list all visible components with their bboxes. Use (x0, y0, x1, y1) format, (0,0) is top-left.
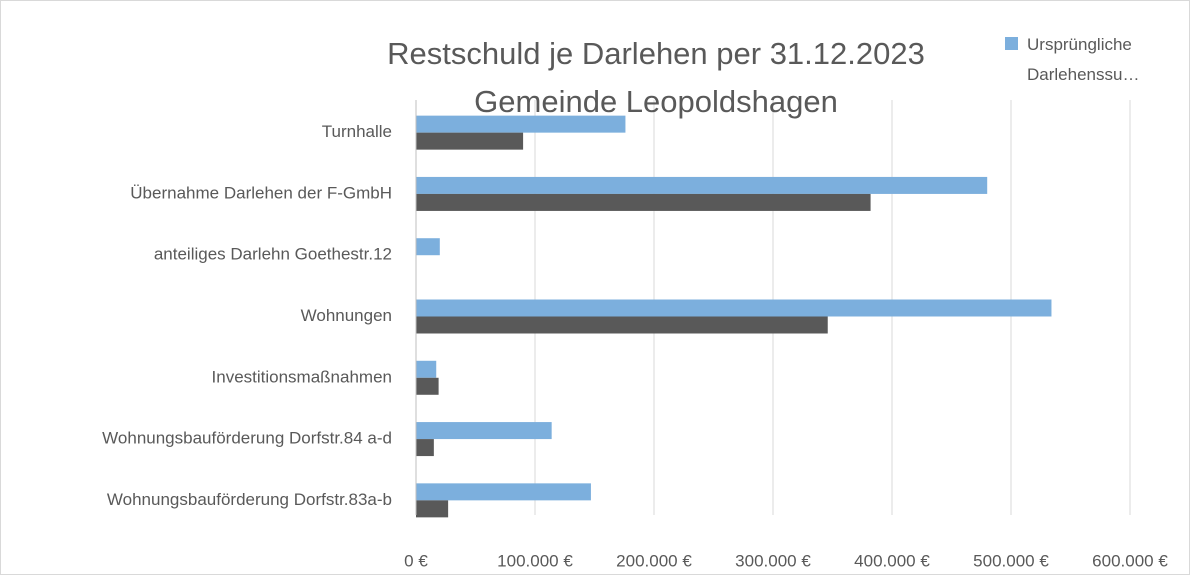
x-tick-label: 300.000 € (735, 551, 811, 570)
bar (416, 238, 440, 256)
chart-title: Restschuld je Darlehen per 31.12.2023 Ge… (387, 36, 925, 119)
legend-swatch (1005, 37, 1018, 50)
bar (416, 299, 1052, 317)
bar (416, 360, 437, 378)
legend-label: Ursprüngliche Darlehenssu… (1027, 35, 1140, 84)
x-tick-label: 200.000 € (616, 551, 692, 570)
x-tick-label: 0 € (404, 551, 428, 570)
bar (416, 316, 828, 334)
y-tick-label: Investitionsmaßnahmen (212, 367, 392, 386)
y-tick-label: Turnhalle (322, 122, 392, 141)
bar (416, 176, 988, 194)
bar (416, 422, 552, 440)
y-tick-label: Wohnungen (301, 306, 392, 325)
x-tick-label: 400.000 € (854, 551, 930, 570)
x-tick-label: 500.000 € (973, 551, 1049, 570)
y-tick-label: Wohnungsbauförderung Dorfstr.83a-b (107, 490, 392, 509)
bar (416, 439, 434, 457)
bar (416, 483, 591, 501)
bar (416, 132, 524, 150)
legend: Ursprüngliche Darlehenssu… (1005, 30, 1180, 90)
y-tick-label: Übernahme Darlehen der F-GmbH (130, 183, 392, 202)
bar (416, 377, 439, 395)
bar (416, 115, 626, 133)
x-tick-label: 100.000 € (497, 551, 573, 570)
x-tick-label: 600.000 € (1092, 551, 1168, 570)
y-tick-label: anteiliges Darlehn Goethestr.12 (154, 245, 392, 264)
y-tick-label: Wohnungsbauförderung Dorfstr.84 a-d (102, 429, 392, 448)
bar (416, 500, 449, 518)
bar (416, 193, 871, 211)
